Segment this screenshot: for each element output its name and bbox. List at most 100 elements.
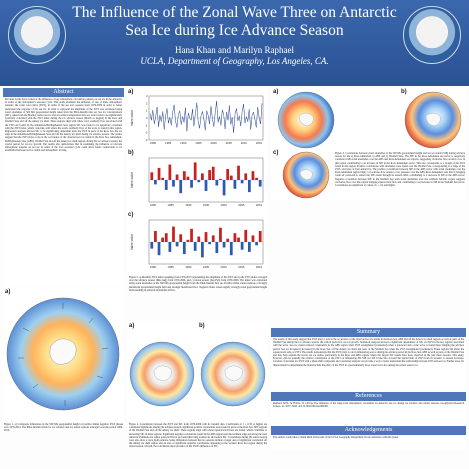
x-tick-label: 1990 [185,203,192,207]
references-section: References Raphael, M.N., & Hobbs, W. (2… [271,392,466,424]
abstract-text: Previous works have looked at the influe… [5,98,122,153]
x-tick-label: 2000 [221,265,228,269]
bar [211,166,215,180]
bar [197,236,201,242]
bar [172,226,175,242]
x-tick-label: 1985 [168,265,175,269]
bar [219,178,222,180]
x-tick-label: 2010 [241,141,248,145]
bar [258,231,262,242]
bar [172,180,175,187]
bar [251,171,255,180]
bar [226,169,230,180]
bar [168,164,172,180]
figure3-label-c: c) [273,150,279,156]
bar [208,242,211,245]
bar [237,165,240,180]
x-tick-label: 1980 [150,141,157,145]
bar [222,180,226,196]
bar [201,242,204,258]
x-tick-label: 2005 [238,265,245,269]
bar [226,238,230,242]
acknowledgements-section: Acknowledgements The authors would like … [271,426,466,450]
bar [157,167,161,180]
bar [244,229,248,242]
bar [229,175,233,180]
figure3-maps [277,91,462,199]
antarctica-logo-right [403,6,461,64]
x-tick-label: 1980 [150,265,157,269]
figure2-label-c: c) [128,212,134,218]
bar [219,227,222,242]
x-tick-label: 2005 [238,203,245,207]
bar [204,180,208,191]
bar [197,180,201,183]
y-tick-label: -3 [145,138,148,142]
y-tick-label: 3 [146,94,148,98]
bar [222,242,226,248]
bar [258,180,262,187]
x-tick-label: 1985 [168,203,175,207]
figure4-maps [129,341,266,407]
bar [255,242,258,246]
x-tick-label: 2010 [256,265,263,269]
bar [215,180,219,186]
poster-header: The Influence of the Zonal Wave Three on… [0,0,469,86]
bar [233,233,237,242]
figure1-label: a) [5,289,11,295]
bar [154,180,157,185]
bar [208,170,211,180]
figure3-caption: Figure 3. Correlations between zonal ano… [335,152,465,188]
bar [150,242,154,249]
poster-authors: Hana Khan and Marilyn Raphael [175,45,294,55]
bar [240,180,244,184]
bar [215,242,219,253]
x-tick-label: 2015 [256,141,263,145]
bar [186,176,190,180]
x-tick-label: 2005 [226,141,233,145]
figure1-map [6,297,120,411]
bar [240,242,244,250]
abstract-heading: Abstract [3,88,124,97]
x-tick-label: 2000 [221,203,228,207]
bar [161,177,165,180]
bar [204,232,208,242]
bar [175,242,179,247]
bar [168,242,172,252]
summary-heading: Summary [271,328,466,337]
x-tick-label: 1990 [185,265,192,269]
bar [179,180,183,194]
bar [251,235,255,242]
figure3-label-b: b) [401,89,407,95]
bar [237,237,240,242]
bar [186,239,190,242]
x-tick-label: 1995 [203,265,210,269]
abstract-section: Abstract Previous works have looked at t… [3,88,124,286]
y-tick-label: 1 [146,109,148,113]
bar [179,234,183,242]
bar [182,171,186,180]
x-tick-label: 1990 [180,141,187,145]
bar [193,242,197,251]
figure4-caption: Figure 4. Correlations between the ZW3 a… [129,423,267,449]
bar [201,173,204,180]
figure2-label-b: b) [128,150,134,156]
bar [164,233,168,242]
x-tick-label: 1980 [150,203,157,207]
figure4-label-b: b) [199,323,205,329]
acknowledgements-heading: Acknowledgements [271,426,466,435]
figure2-panel: a) b) c) Index value 3 2 1 0 -1 -2 -3 1980 1985 19… [127,88,268,274]
x-tick-label: 2010 [256,203,263,207]
antarctica-logo-left [8,6,66,64]
bar [255,177,258,180]
y-axis-label: Index value [130,110,134,127]
x-tick-label: 1995 [203,203,210,207]
bar [190,228,193,242]
poster-title: The Influence of the Zonal Wave Three on… [72,4,397,39]
bar [157,242,161,256]
references-heading: References [271,392,466,401]
bar [229,242,233,256]
bar [154,231,157,242]
x-tick-label: 1995 [195,141,202,145]
